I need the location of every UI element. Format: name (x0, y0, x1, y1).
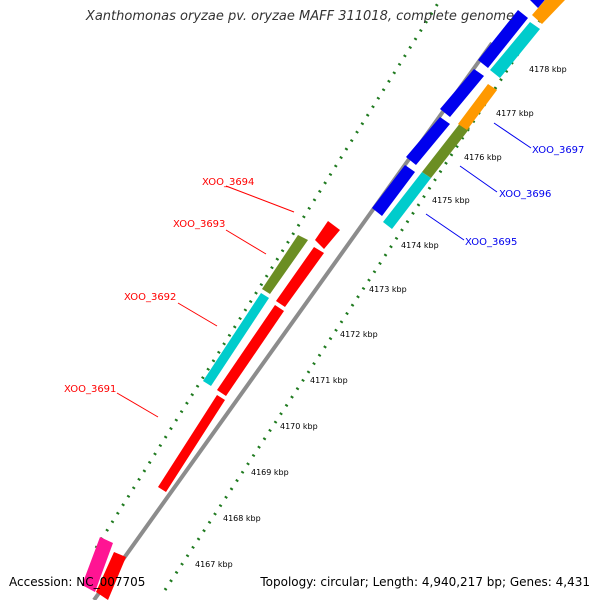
gene-blue-5[interactable] (528, 0, 555, 8)
kbp-label: 4176 kbp (464, 153, 502, 162)
kbp-label: 4175 kbp (432, 196, 470, 205)
kbp-label: 4171 kbp (310, 376, 348, 385)
gene-blue-3[interactable] (440, 69, 484, 117)
gene-XOO_3691[interactable] (158, 395, 225, 492)
gene-label-XOO_3695[interactable]: XOO_3695 (465, 237, 517, 248)
gene-XOO_3695[interactable] (383, 172, 431, 229)
gene-label-XOO_3693[interactable]: XOO_3693 (173, 219, 225, 230)
gene-red-inner-edge[interactable] (96, 552, 126, 600)
gene-XOO_3697[interactable] (458, 84, 497, 130)
gene-magenta-edge[interactable] (82, 537, 113, 592)
kbp-label: 4174 kbp (401, 241, 439, 250)
gene-orange-top[interactable] (532, 0, 565, 24)
kbp-label: 4167 kbp (195, 560, 233, 569)
gene-blue-1[interactable] (372, 165, 415, 216)
kbp-label: 4177 kbp (496, 109, 534, 118)
gene-blue-4[interactable] (478, 10, 528, 68)
gene-blue-2[interactable] (406, 117, 450, 165)
genome-title: Xanthomonas oryzae pv. oryzae MAFF 31101… (85, 9, 515, 24)
kbp-label: 4169 kbp (251, 468, 289, 477)
gene-cyan-top[interactable] (490, 22, 540, 78)
gene-XOO_3694[interactable] (315, 221, 340, 249)
kbp-label: 4168 kbp (223, 514, 261, 523)
gene-red-inner-2[interactable] (276, 247, 324, 307)
accession-text: Accession: NC_007705 (9, 575, 146, 589)
right-gene-labels: XOO_3697 XOO_3696 XOO_3695 (425, 122, 584, 248)
gene-label-XOO_3694[interactable]: XOO_3694 (202, 177, 254, 188)
gene-label-XOO_3691[interactable]: XOO_3691 (64, 384, 116, 395)
topology-text: Topology: circular; Length: 4,940,217 bp… (260, 575, 590, 589)
left-gene-labels: XOO_3694 XOO_3693 XOO_3692 XOO_3691 (64, 177, 295, 418)
gene-red-inner-1[interactable] (217, 305, 284, 396)
kbp-label: 4173 kbp (369, 285, 407, 294)
kbp-label: 4178 kbp (529, 65, 567, 74)
kbp-label: 4172 kbp (340, 330, 378, 339)
gene-XOO_3696[interactable] (422, 122, 470, 178)
gene-label-XOO_3696[interactable]: XOO_3696 (499, 189, 551, 200)
tick-track-left (94, 0, 442, 549)
gene-XOO_3692[interactable] (203, 293, 269, 386)
gene-label-XOO_3692[interactable]: XOO_3692 (124, 292, 176, 303)
gene-label-XOO_3697[interactable]: XOO_3697 (532, 145, 584, 156)
tick-track-right (163, 0, 556, 591)
gene-XOO_3693[interactable] (262, 235, 308, 294)
kbp-label: 4170 kbp (280, 422, 318, 431)
kbp-scale: 4167 kbp 4168 kbp 4169 kbp 4170 kbp 4171… (195, 65, 567, 569)
